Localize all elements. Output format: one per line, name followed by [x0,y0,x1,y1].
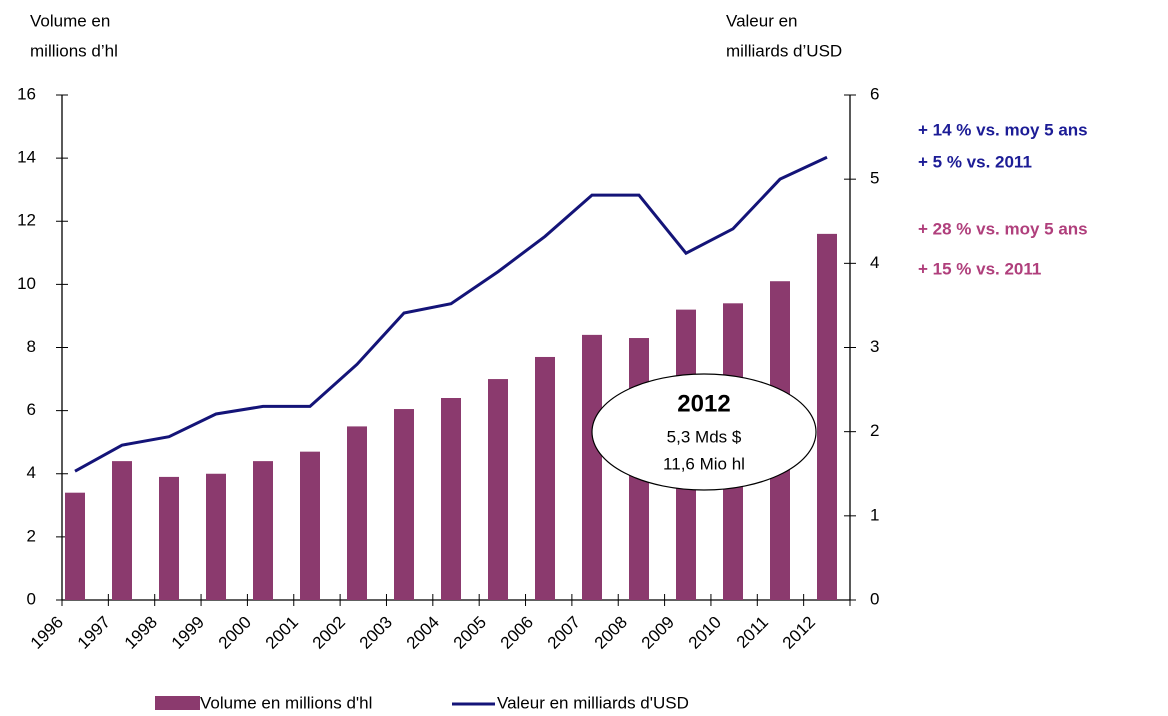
x-tick-label: 1996 [27,613,67,653]
y-tick-label: 4 [27,463,36,482]
bar [817,233,837,600]
y-tick-label: 10 [17,274,36,293]
x-tick-label: 2011 [733,613,772,652]
callout-text: 2012 [677,390,730,417]
y-tick-label: 12 [17,211,36,230]
bar [159,476,179,600]
y-tick-label: 0 [27,589,36,608]
y-axis-title: Volume en [30,11,110,30]
legend-label: Valeur en milliards d'USD [497,693,689,712]
y2-axis-title: milliards d’USD [726,41,842,60]
x-tick-label: 2003 [356,613,396,653]
bar [535,356,555,600]
callout-text: 5,3 Mds $ [667,427,742,446]
legend-swatch [155,696,200,710]
x-tick-label: 2006 [497,613,537,653]
x-tick-label: 2007 [544,613,584,653]
y2-tick-label: 0 [870,589,879,608]
x-tick-label: 1997 [74,613,114,653]
x-tick-label: 2001 [262,613,302,653]
y2-tick-label: 1 [870,505,879,524]
bar [582,334,602,600]
annotation: + 5 % vs. 2011 [918,152,1032,171]
x-tick-label: 2002 [309,613,349,653]
line [74,155,828,473]
x-tick-label: 2010 [685,613,725,653]
bar [206,473,226,600]
y-axis-title: millions d’hl [30,41,118,60]
bar [253,461,273,600]
bar [347,426,367,600]
bar [394,409,414,600]
bar [65,492,85,600]
y2-axis-title: Valeur en [726,11,798,30]
y-tick-label: 2 [27,526,36,545]
x-tick-label: 2012 [779,613,819,653]
annotation: + 15 % vs. 2011 [918,259,1041,278]
bar [300,451,320,600]
x-tick-label: 1999 [168,613,208,653]
x-tick-label: 1998 [121,613,161,653]
y2-tick-label: 5 [870,169,879,188]
bar [441,398,461,600]
y2-tick-label: 6 [870,84,879,103]
y2-tick-label: 2 [870,421,879,440]
annotation: + 28 % vs. moy 5 ans [918,219,1088,238]
y-tick-label: 6 [27,400,36,419]
x-tick-label: 2000 [215,613,255,653]
bar [488,379,508,600]
y-tick-label: 16 [17,84,36,103]
x-tick-label: 2009 [638,613,678,653]
x-tick-label: 2004 [403,613,443,653]
callout-bubble [591,373,817,491]
y-tick-label: 8 [27,337,36,356]
bar [112,461,132,600]
x-tick-label: 2008 [591,613,631,653]
y2-tick-label: 3 [870,337,879,356]
x-tick-label: 2005 [450,613,490,653]
y-tick-label: 14 [17,148,36,167]
y2-tick-label: 4 [870,253,879,272]
legend-label: Volume en millions d'hl [200,693,372,712]
annotation: + 14 % vs. moy 5 ans [918,120,1088,139]
callout-text: 11,6 Mio hl [663,454,745,473]
